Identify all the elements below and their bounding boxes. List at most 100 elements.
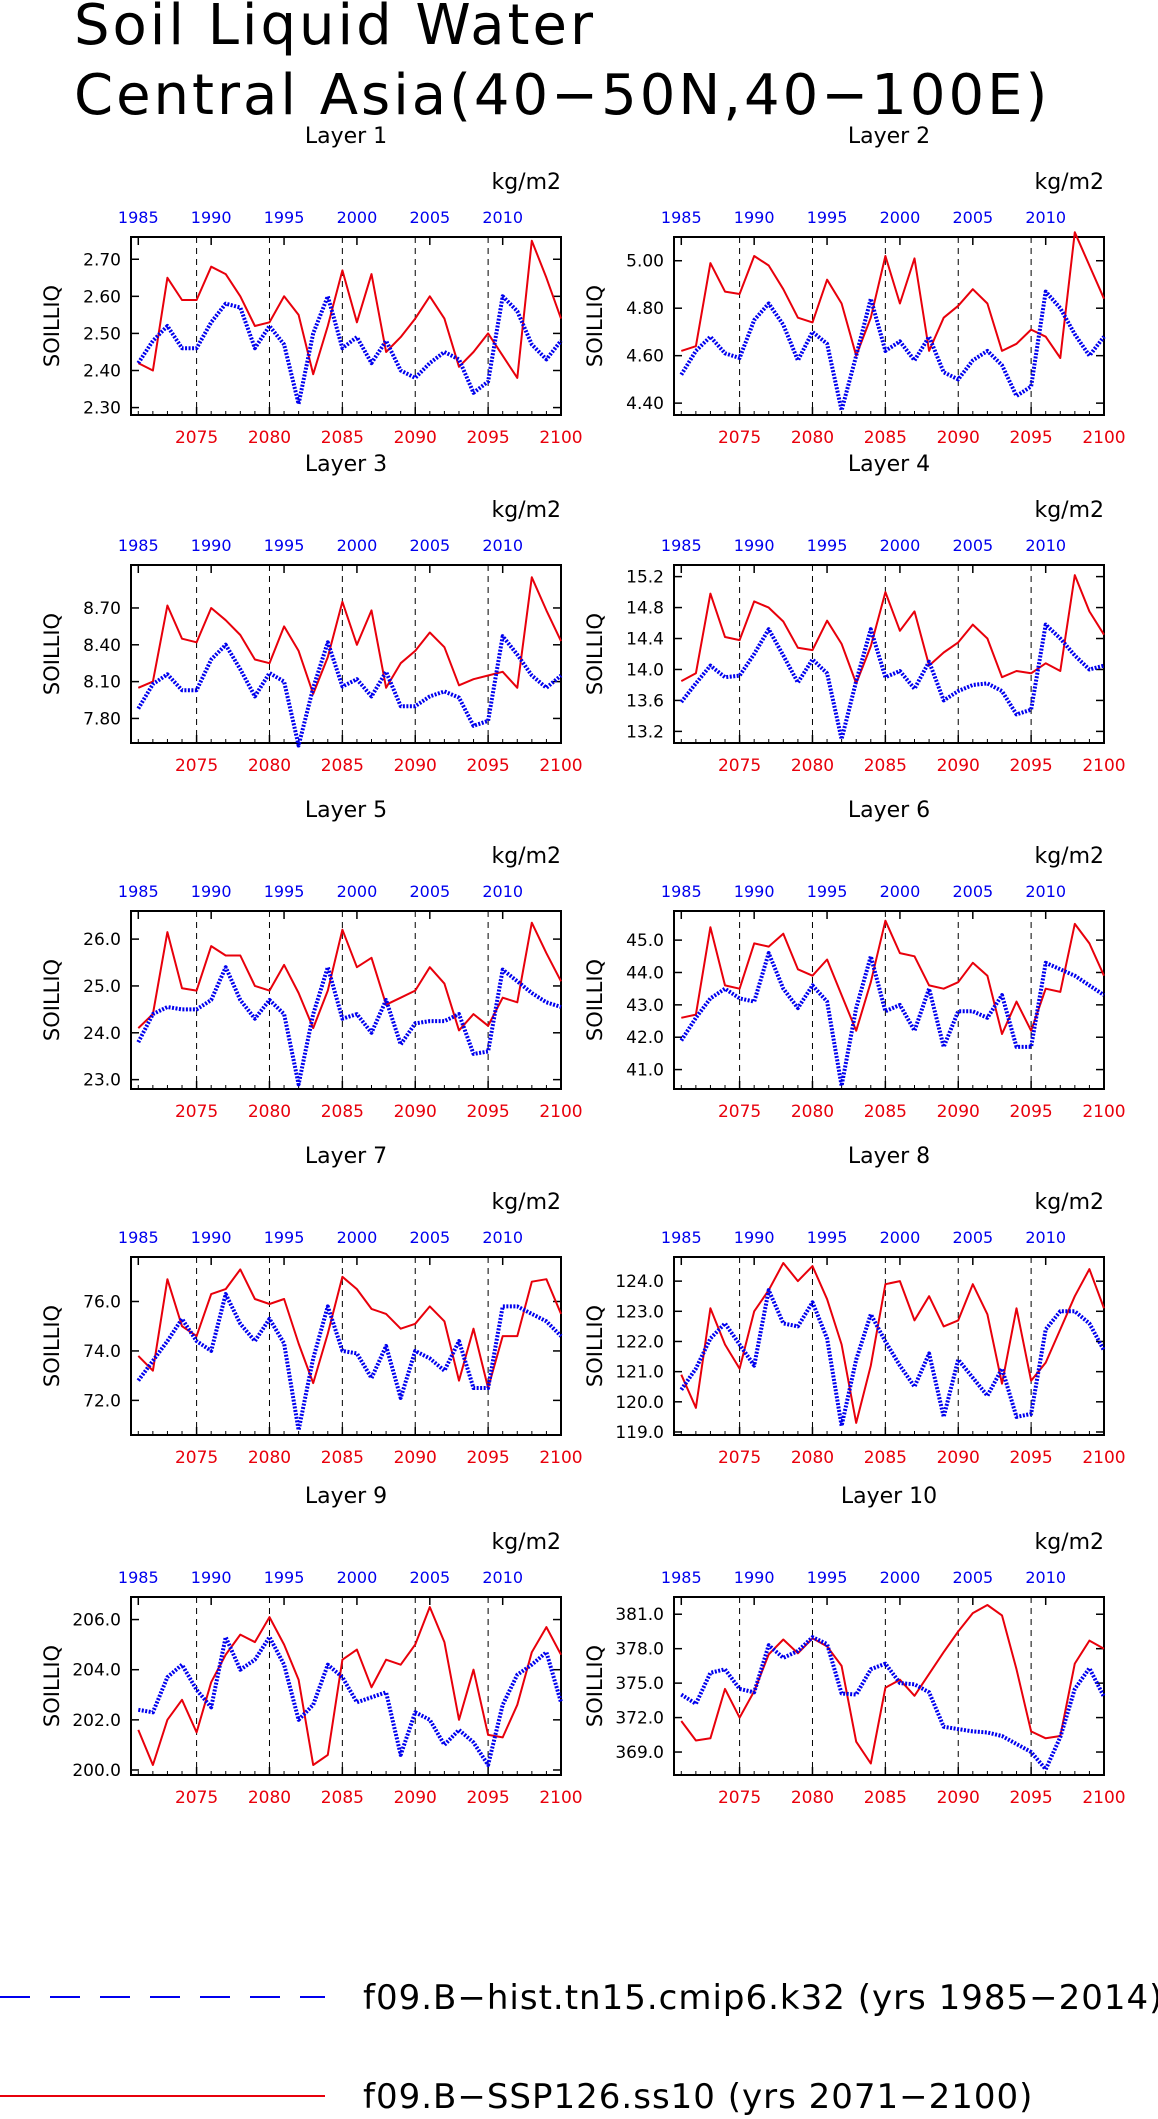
x-bottom-tick-label: 2085 (864, 1448, 907, 1468)
panel-title: Layer 6 (848, 798, 930, 823)
series-line-ssp126 (680, 1604, 1105, 1765)
legend-label-1: f09.B−hist.tn15.cmip6.k32 (yrs 1985−2014… (363, 1978, 1158, 2018)
x-bottom-tick-label: 2080 (791, 1102, 834, 1122)
plot-frame (130, 236, 562, 416)
y-axis-label: SOILLIQ (40, 1645, 64, 1727)
units-label: kg/m2 (491, 498, 561, 523)
x-bottom-tick-label: 2080 (791, 428, 834, 448)
x-bottom-tick-label: 2090 (937, 1102, 980, 1122)
x-bottom-tick-label: 2095 (466, 756, 509, 776)
plot-frame (673, 910, 1105, 1090)
plot-frame (130, 910, 562, 1090)
x-bottom-tick-label: 2080 (791, 1448, 834, 1468)
x-top-tick-label: 1985 (661, 882, 702, 901)
x-bottom-tick-label: 2090 (937, 1788, 980, 1808)
x-bottom-tick-label: 2095 (466, 1102, 509, 1122)
x-bottom-tick-label: 2095 (1009, 756, 1052, 776)
x-bottom-tick-label: 2085 (864, 1788, 907, 1808)
x-top-tick-label: 1990 (191, 536, 232, 555)
series-line-ssp126 (680, 1262, 1105, 1424)
y-tick-label: 2.30 (83, 399, 121, 419)
chart-panel-4: Layer 4 kg/m2 SOILLIQ 2075 2080 2085 2090 2095 2… (583, 452, 1126, 776)
panel-title: Layer 2 (848, 124, 930, 149)
x-top-tick-label: 2005 (409, 1568, 450, 1587)
y-axis-label: SOILLIQ (40, 1305, 64, 1387)
panel-title: Layer 9 (305, 1484, 387, 1509)
panel-title: Layer 1 (305, 124, 387, 149)
y-tick-label: 43.0 (626, 996, 664, 1016)
x-top-tick-label: 2005 (409, 882, 450, 901)
x-top-tick-label: 2010 (1025, 1568, 1066, 1587)
y-tick-label: 4.60 (626, 347, 664, 367)
x-bottom-tick-label: 2095 (1009, 1448, 1052, 1468)
legend: f09.B−hist.tn15.cmip6.k32 (yrs 1985−2014… (0, 1978, 1158, 2117)
x-bottom-tick-label: 2080 (791, 1788, 834, 1808)
x-bottom-tick-label: 2075 (718, 1448, 761, 1468)
y-tick-label: 4.40 (626, 394, 664, 414)
x-top-tick-label: 1985 (661, 536, 702, 555)
y-tick-label: 25.0 (83, 977, 121, 997)
x-bottom-tick-label: 2100 (1082, 1448, 1125, 1468)
x-top-tick-label: 2005 (952, 1568, 993, 1587)
y-tick-label: 122.0 (615, 1332, 664, 1352)
x-bottom-tick-label: 2080 (248, 1788, 291, 1808)
x-bottom-tick-label: 2095 (1009, 1102, 1052, 1122)
plot-frame (673, 236, 1105, 416)
series-line-ssp126 (137, 576, 562, 695)
x-top-tick-label: 1995 (264, 208, 305, 227)
x-bottom-tick-label: 2095 (466, 1788, 509, 1808)
x-bottom-tick-label: 2100 (539, 428, 582, 448)
series-line-hist (679, 1288, 1106, 1428)
y-tick-label: 378.0 (615, 1640, 664, 1660)
x-bottom-tick-label: 2100 (539, 1448, 582, 1468)
y-tick-label: 14.0 (626, 660, 664, 680)
units-label: kg/m2 (491, 1190, 561, 1215)
units-label: kg/m2 (1034, 1530, 1104, 1555)
y-tick-label: 5.00 (626, 252, 664, 272)
x-bottom-tick-label: 2090 (394, 1448, 437, 1468)
chart-panel-10: Layer 10 kg/m2 SOILLIQ 2075 2080 2085 2090 2095… (583, 1484, 1126, 1808)
x-bottom-tick-label: 2100 (1082, 756, 1125, 776)
x-bottom-tick-label: 2090 (937, 428, 980, 448)
x-top-tick-label: 1995 (264, 536, 305, 555)
x-bottom-tick-label: 2095 (466, 428, 509, 448)
x-bottom-tick-label: 2095 (1009, 428, 1052, 448)
units-label: kg/m2 (1034, 1190, 1104, 1215)
x-top-tick-label: 2005 (952, 208, 993, 227)
x-top-tick-label: 2000 (880, 208, 921, 227)
y-tick-label: 206.0 (72, 1611, 121, 1631)
x-top-tick-label: 1985 (118, 1568, 159, 1587)
units-label: kg/m2 (491, 844, 561, 869)
x-top-tick-label: 2010 (482, 1568, 523, 1587)
x-bottom-tick-label: 2080 (248, 756, 291, 776)
units-label: kg/m2 (1034, 170, 1104, 195)
y-tick-label: 381.0 (615, 1605, 664, 1625)
x-top-tick-label: 2005 (409, 1228, 450, 1247)
y-tick-label: 8.10 (83, 673, 121, 693)
x-top-tick-label: 2010 (482, 208, 523, 227)
x-top-tick-label: 2005 (952, 882, 993, 901)
y-axis-label: SOILLIQ (583, 1305, 607, 1387)
x-top-tick-label: 2010 (482, 882, 523, 901)
x-bottom-tick-label: 2075 (175, 756, 218, 776)
y-tick-label: 2.60 (83, 287, 121, 307)
x-bottom-tick-label: 2085 (864, 1102, 907, 1122)
y-axis-label: SOILLIQ (40, 285, 64, 367)
y-tick-label: 2.70 (83, 250, 121, 270)
x-top-tick-label: 1985 (661, 1568, 702, 1587)
series-line-ssp126 (137, 239, 562, 379)
x-bottom-tick-label: 2080 (248, 1102, 291, 1122)
x-bottom-tick-label: 2095 (466, 1448, 509, 1468)
x-top-tick-label: 2000 (337, 536, 378, 555)
series-line-ssp126 (681, 919, 1105, 1035)
y-tick-label: 45.0 (626, 931, 664, 951)
x-bottom-tick-label: 2090 (937, 756, 980, 776)
x-bottom-tick-label: 2090 (394, 428, 437, 448)
x-bottom-tick-label: 2075 (175, 1102, 218, 1122)
x-top-tick-label: 1990 (191, 1228, 232, 1247)
legend-label-2: f09.B−SSP126.ss10 (yrs 2071−2100) (363, 2077, 1033, 2117)
x-top-tick-label: 1990 (734, 536, 775, 555)
x-bottom-tick-label: 2085 (321, 756, 364, 776)
y-tick-label: 124.0 (615, 1272, 664, 1292)
x-top-tick-label: 2000 (337, 882, 378, 901)
